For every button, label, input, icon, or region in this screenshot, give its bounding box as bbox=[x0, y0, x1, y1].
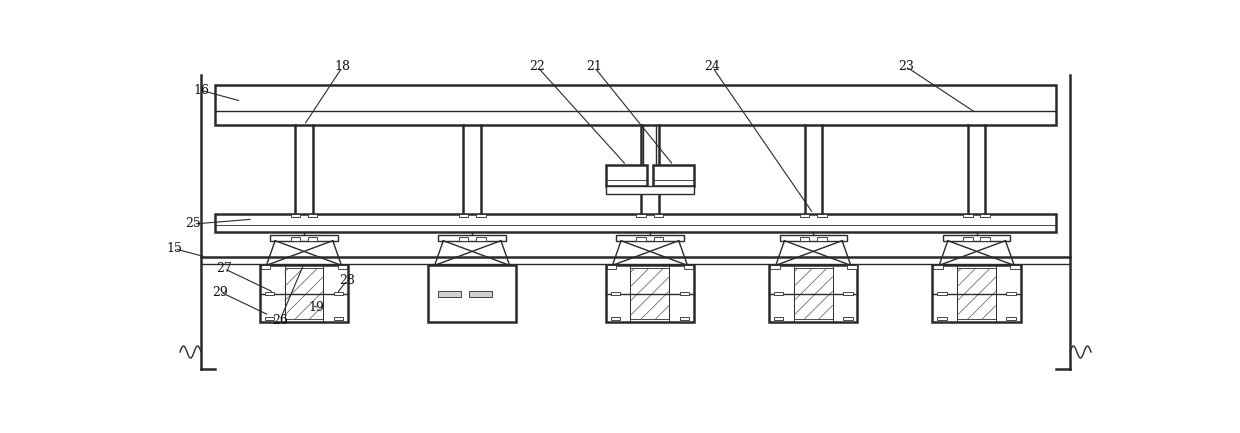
Bar bbox=[630, 268, 670, 320]
Bar bbox=[769, 265, 794, 322]
Bar bbox=[770, 265, 780, 268]
Bar bbox=[981, 213, 990, 217]
Text: 26: 26 bbox=[272, 314, 288, 327]
Text: 23: 23 bbox=[899, 61, 914, 74]
Bar bbox=[215, 213, 1056, 232]
Bar bbox=[636, 213, 646, 217]
Bar bbox=[469, 291, 492, 297]
Text: 18: 18 bbox=[335, 61, 351, 74]
Bar bbox=[606, 165, 646, 186]
Bar bbox=[476, 237, 486, 241]
Text: 25: 25 bbox=[186, 217, 201, 230]
Bar bbox=[308, 213, 317, 217]
Bar bbox=[334, 292, 343, 295]
Text: 16: 16 bbox=[193, 84, 210, 97]
Bar bbox=[290, 213, 300, 217]
Bar bbox=[817, 237, 827, 241]
Bar bbox=[847, 265, 857, 268]
Bar bbox=[794, 268, 833, 320]
Bar bbox=[259, 265, 348, 322]
Bar bbox=[932, 265, 957, 322]
Bar bbox=[800, 237, 810, 241]
Bar bbox=[934, 265, 942, 268]
Bar bbox=[800, 213, 810, 217]
Bar bbox=[636, 237, 646, 241]
Bar bbox=[653, 165, 693, 186]
Bar bbox=[996, 265, 1021, 322]
Bar bbox=[1011, 265, 1019, 268]
Bar bbox=[833, 265, 858, 322]
Bar bbox=[932, 265, 1021, 322]
Bar bbox=[605, 265, 694, 322]
Bar bbox=[843, 292, 853, 295]
Bar bbox=[937, 317, 947, 320]
Bar bbox=[610, 317, 620, 320]
Bar bbox=[476, 213, 486, 217]
Text: 21: 21 bbox=[587, 61, 603, 74]
Bar bbox=[963, 213, 973, 217]
Bar bbox=[308, 237, 317, 241]
Text: 27: 27 bbox=[216, 262, 232, 275]
Bar bbox=[284, 268, 324, 320]
Bar bbox=[774, 292, 784, 295]
Text: 29: 29 bbox=[212, 285, 228, 298]
Bar bbox=[683, 265, 693, 268]
Bar bbox=[680, 317, 689, 320]
Bar bbox=[769, 265, 858, 322]
Bar bbox=[670, 265, 694, 322]
Bar bbox=[606, 265, 616, 268]
Bar bbox=[616, 235, 683, 241]
Bar bbox=[324, 265, 348, 322]
Bar bbox=[459, 237, 469, 241]
Bar bbox=[937, 292, 947, 295]
Bar bbox=[290, 237, 300, 241]
Bar bbox=[459, 213, 469, 217]
Text: 28: 28 bbox=[340, 274, 355, 287]
Bar bbox=[260, 265, 270, 268]
Bar bbox=[605, 265, 630, 322]
Bar bbox=[780, 235, 847, 241]
Bar bbox=[270, 235, 337, 241]
Bar bbox=[942, 235, 1011, 241]
Bar bbox=[981, 237, 990, 241]
Bar bbox=[610, 292, 620, 295]
Bar bbox=[653, 237, 663, 241]
Bar bbox=[337, 265, 347, 268]
Text: 19: 19 bbox=[309, 301, 325, 313]
Bar bbox=[264, 317, 274, 320]
Text: 24: 24 bbox=[704, 61, 720, 74]
Text: 15: 15 bbox=[166, 242, 182, 255]
Bar bbox=[817, 213, 827, 217]
Bar bbox=[963, 237, 973, 241]
Bar bbox=[653, 213, 663, 217]
Bar bbox=[774, 317, 784, 320]
Bar bbox=[606, 186, 693, 194]
Bar bbox=[957, 268, 996, 320]
Bar bbox=[680, 292, 689, 295]
Bar bbox=[843, 317, 853, 320]
Bar bbox=[259, 265, 284, 322]
Bar bbox=[1007, 317, 1016, 320]
Bar bbox=[1007, 292, 1016, 295]
Bar bbox=[215, 85, 1056, 125]
Bar bbox=[264, 292, 274, 295]
Bar bbox=[438, 291, 460, 297]
Bar bbox=[439, 235, 506, 241]
Bar bbox=[334, 317, 343, 320]
Text: 22: 22 bbox=[529, 61, 546, 74]
Bar bbox=[428, 265, 516, 322]
